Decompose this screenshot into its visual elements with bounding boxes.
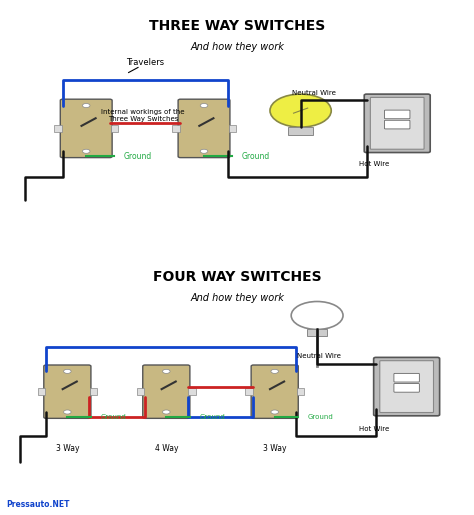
Circle shape <box>291 301 343 330</box>
Text: Internal workings of the
Three Way Switches: Internal workings of the Three Way Switc… <box>101 109 184 122</box>
FancyBboxPatch shape <box>143 365 190 418</box>
Bar <box>172 125 180 132</box>
FancyBboxPatch shape <box>370 97 424 149</box>
Bar <box>54 125 62 132</box>
Bar <box>297 388 304 396</box>
FancyBboxPatch shape <box>380 360 434 413</box>
FancyBboxPatch shape <box>384 110 410 119</box>
Text: Hot Wire: Hot Wire <box>358 161 389 167</box>
Circle shape <box>271 369 278 373</box>
Circle shape <box>200 104 208 108</box>
Circle shape <box>82 149 90 153</box>
Text: Ground: Ground <box>100 414 126 420</box>
FancyBboxPatch shape <box>374 357 439 416</box>
Circle shape <box>64 369 71 373</box>
Text: Ground: Ground <box>199 414 225 420</box>
FancyBboxPatch shape <box>60 99 112 158</box>
Bar <box>307 330 328 336</box>
Bar <box>189 388 196 396</box>
Bar <box>228 125 236 132</box>
Circle shape <box>82 104 90 108</box>
Bar <box>111 125 118 132</box>
Text: 3 Way: 3 Way <box>263 444 286 453</box>
Text: Neutral Wire: Neutral Wire <box>297 353 341 359</box>
Text: Neutral Wire: Neutral Wire <box>292 90 336 96</box>
Circle shape <box>200 149 208 153</box>
Bar <box>37 388 45 396</box>
Circle shape <box>163 369 170 373</box>
Text: And how they work: And how they work <box>190 42 284 52</box>
Text: THREE WAY SWITCHES: THREE WAY SWITCHES <box>149 19 325 33</box>
Circle shape <box>270 94 331 127</box>
FancyBboxPatch shape <box>44 365 91 418</box>
FancyBboxPatch shape <box>394 373 419 382</box>
FancyBboxPatch shape <box>384 121 410 129</box>
Bar <box>245 388 253 396</box>
FancyBboxPatch shape <box>394 384 419 392</box>
Text: And how they work: And how they work <box>190 293 284 303</box>
Text: 3 Way: 3 Way <box>55 444 79 453</box>
FancyBboxPatch shape <box>251 365 298 418</box>
Text: FOUR WAY SWITCHES: FOUR WAY SWITCHES <box>153 270 321 284</box>
Text: Travelers: Travelers <box>126 58 164 67</box>
Circle shape <box>64 410 71 414</box>
Bar <box>288 127 313 135</box>
Bar <box>137 388 144 396</box>
Text: Pressauto.NET: Pressauto.NET <box>6 500 70 508</box>
FancyBboxPatch shape <box>178 99 230 158</box>
Text: Hot Wire: Hot Wire <box>358 425 389 432</box>
Circle shape <box>271 410 278 414</box>
Text: 4 Way: 4 Way <box>155 444 178 453</box>
Text: Ground: Ground <box>308 414 333 420</box>
Text: Ground: Ground <box>242 152 270 161</box>
Bar <box>90 388 97 396</box>
Text: Ground: Ground <box>124 152 152 161</box>
FancyBboxPatch shape <box>364 94 430 152</box>
Circle shape <box>163 410 170 414</box>
